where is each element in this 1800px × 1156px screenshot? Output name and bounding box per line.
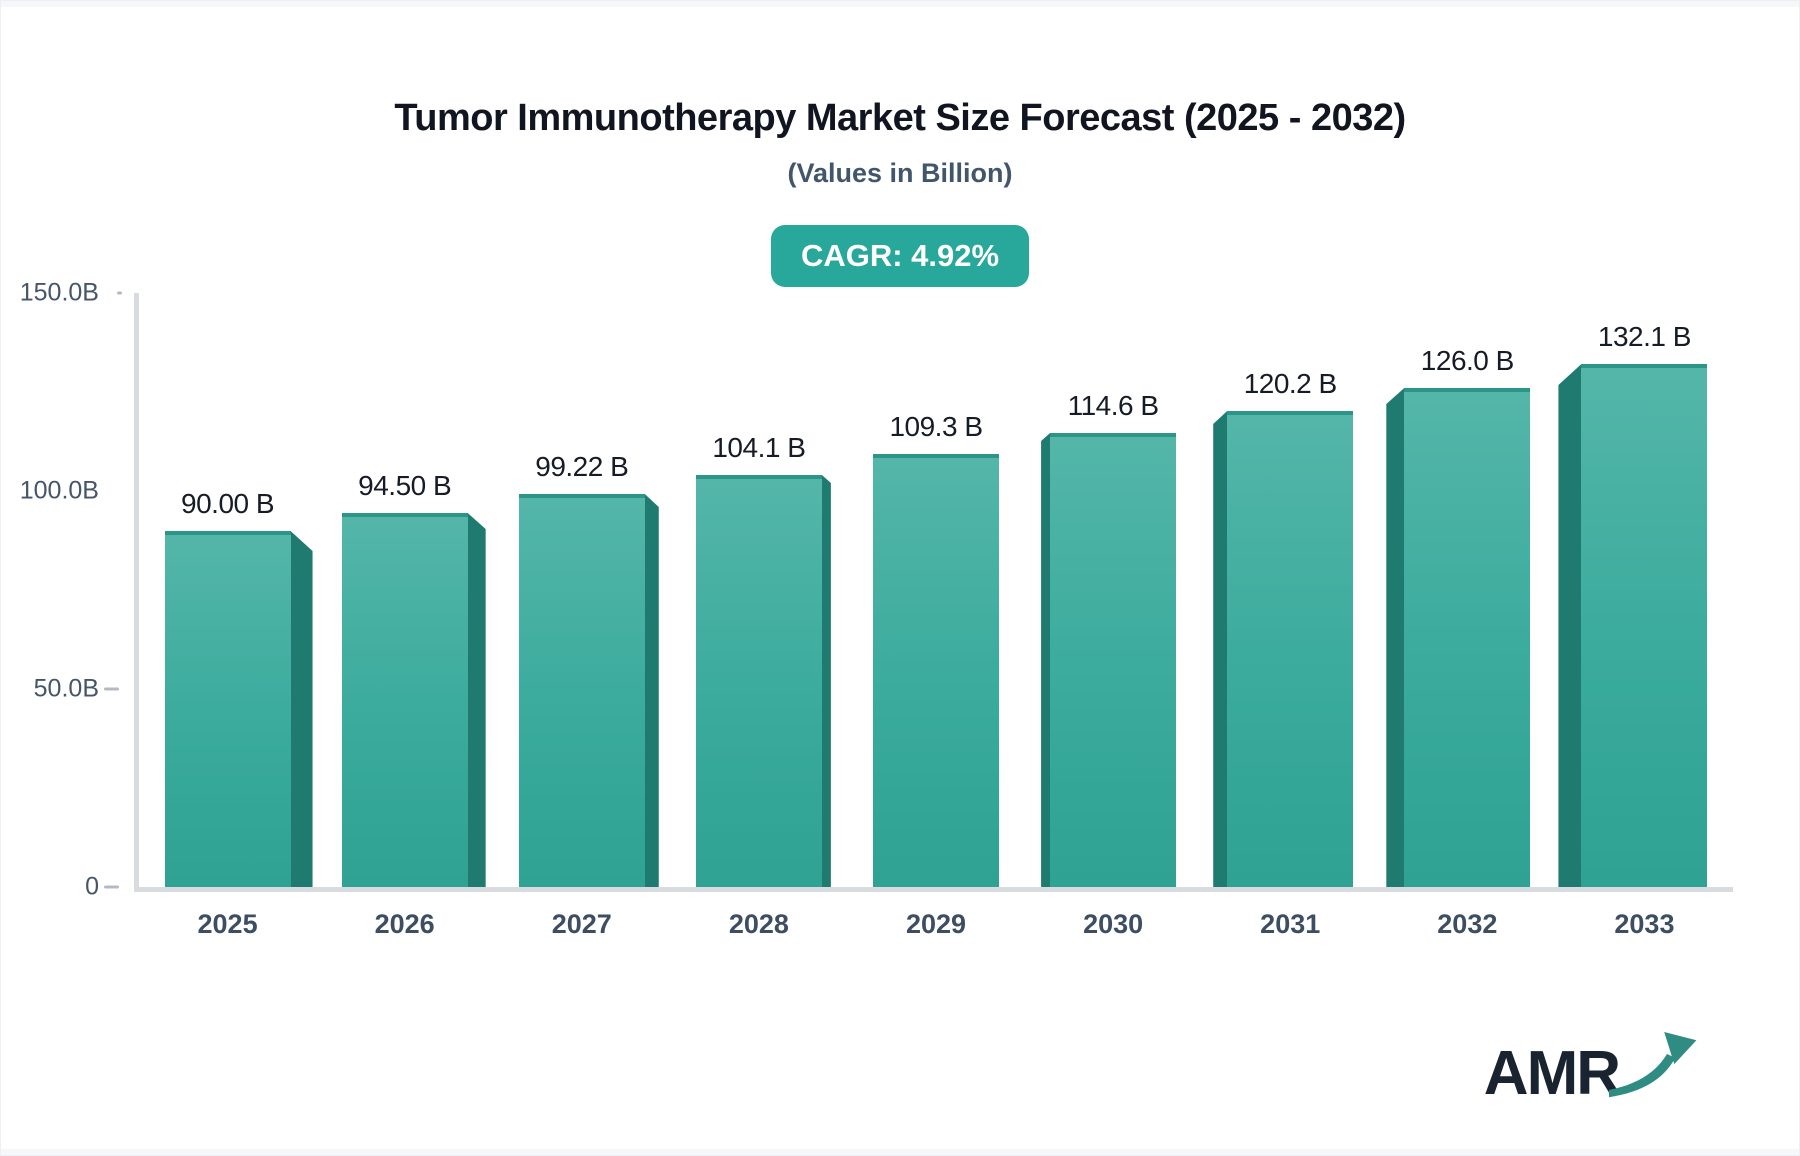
- bar-top-edge: [872, 454, 999, 458]
- bar-top-edge: [1404, 388, 1531, 392]
- bar-2027: 99.22 B: [518, 451, 659, 887]
- y-axis-tick: [104, 687, 119, 691]
- y-axis-label: 50.0B: [33, 674, 99, 703]
- bar-column-2027: 99.22 B 2027: [493, 293, 670, 939]
- bar-column-2028: 104.1 B 2028: [670, 293, 847, 939]
- x-axis-label: 2026: [374, 909, 435, 939]
- bar-top-edge: [518, 494, 645, 498]
- bar-value-label: 104.1 B: [712, 432, 806, 463]
- bar-value-label: 90.00 B: [181, 488, 275, 519]
- y-axis-label: 0: [85, 872, 99, 901]
- bar-2030: 114.6 B: [1041, 390, 1177, 887]
- chart-header: Tumor Immunotherapy Market Size Forecast…: [1, 97, 1799, 287]
- bar-top-edge: [695, 475, 822, 479]
- bar-2032: 126.0 B: [1386, 345, 1531, 887]
- bar-value-label: 109.3 B: [889, 411, 983, 442]
- x-axis-label: 2033: [1614, 909, 1675, 939]
- bar-top-edge: [164, 531, 291, 535]
- bar-value-label: 114.6 B: [1067, 390, 1159, 421]
- bar-column-2026: 94.50 B 2026: [316, 293, 493, 939]
- cagr-badge: CAGR: 4.92%: [770, 225, 1030, 287]
- bottom-edge-strip: [1, 1149, 1799, 1155]
- y-axis-label: 150.0B: [19, 278, 99, 307]
- bar-top-edge: [341, 513, 468, 517]
- chart-subtitle: (Values in Billion): [787, 158, 1013, 188]
- bar-side-face: [1213, 411, 1228, 887]
- chart-title: Tumor Immunotherapy Market Size Forecast…: [394, 97, 1406, 139]
- bar-side-face: [1041, 433, 1051, 887]
- bar-side-face: [1558, 364, 1582, 887]
- bar-column-2033: 132.1 B 2033: [1556, 293, 1733, 939]
- bar-column-2030: 114.6 B 2030: [1025, 293, 1202, 939]
- plot-area: 150.0B 100.0B 50.0B 0 90.00 B 2025 94.50 B 202…: [20, 279, 1733, 939]
- bar-top-edge: [1227, 411, 1354, 415]
- bar-top-edge: [1050, 433, 1177, 437]
- bar-value-label: 94.50 B: [358, 470, 452, 501]
- x-axis-label: 2030: [1083, 909, 1144, 939]
- bar-top-edge: [1581, 364, 1708, 368]
- y-axis-label: 100.0B: [19, 476, 99, 505]
- bar-value-label: 126.0 B: [1420, 345, 1515, 376]
- bar-column-2032: 126.0 B 2032: [1379, 293, 1556, 939]
- brand-logo: AMR: [1484, 1029, 1701, 1105]
- y-axis-tick: [117, 291, 122, 295]
- bar-value-label: 132.1 B: [1597, 321, 1692, 352]
- bar-2033: 132.1 B: [1558, 321, 1708, 887]
- bar-side-face: [1386, 388, 1405, 887]
- x-axis-label: 2025: [197, 909, 258, 939]
- x-axis-label: 2027: [551, 909, 612, 939]
- brand-name: AMR: [1483, 1039, 1621, 1108]
- bar-side-face: [290, 531, 313, 887]
- bar-2031: 120.2 B: [1213, 368, 1354, 887]
- bars-row: 90.00 B 2025 94.50 B 2026 99.22 B 2027 104.1 B…: [139, 293, 1733, 939]
- bar-column-2025: 90.00 B 2025: [139, 293, 316, 939]
- x-axis-label: 2031: [1260, 909, 1321, 939]
- growth-arrow-icon: [1609, 1031, 1697, 1098]
- top-edge-strip: [1, 1, 1799, 7]
- x-axis-label: 2029: [905, 909, 967, 939]
- x-axis-label: 2028: [728, 909, 789, 939]
- bar-2029: 109.3 B: [872, 411, 999, 887]
- bar-column-2031: 120.2 B 2031: [1202, 293, 1379, 939]
- bar-2026: 94.50 B: [341, 470, 486, 887]
- bar-side-face: [467, 513, 486, 887]
- bar-2025: 90.00 B: [164, 488, 313, 887]
- bar-2028: 104.1 B: [695, 432, 831, 887]
- bar-side-face: [821, 475, 831, 887]
- bar-side-face: [644, 494, 659, 887]
- bar-value-label: 120.2 B: [1243, 368, 1338, 399]
- x-axis-label: 2032: [1437, 909, 1498, 939]
- y-axis-tick: [104, 885, 119, 889]
- bar-column-2029: 109.3 B 2029: [847, 293, 1024, 939]
- bar-value-label: 99.22 B: [535, 451, 629, 482]
